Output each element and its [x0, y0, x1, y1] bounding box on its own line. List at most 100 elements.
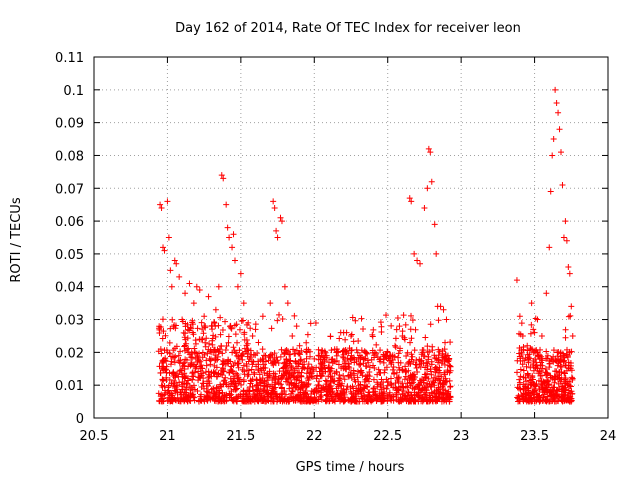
- data-point: [187, 391, 194, 398]
- data-point: [211, 356, 218, 363]
- data-point: [550, 136, 557, 143]
- data-point: [443, 316, 450, 323]
- data-point: [188, 325, 195, 332]
- data-point: [205, 374, 212, 381]
- data-point: [444, 395, 451, 402]
- data-point: [558, 149, 565, 156]
- data-point: [223, 343, 230, 350]
- data-point: [436, 348, 443, 355]
- data-point: [446, 362, 453, 369]
- data-point: [420, 347, 427, 354]
- data-point: [298, 373, 305, 380]
- data-point: [542, 369, 549, 376]
- data-point: [168, 358, 175, 365]
- data-point: [292, 350, 299, 357]
- data-point: [293, 323, 300, 330]
- data-point: [383, 312, 390, 319]
- data-point: [169, 316, 176, 323]
- data-point: [308, 391, 315, 398]
- x-tick-label: 24: [600, 429, 617, 444]
- data-point: [197, 374, 204, 381]
- data-point: [267, 398, 274, 405]
- data-point: [517, 366, 524, 373]
- data-point: [370, 385, 377, 392]
- data-point: [166, 396, 173, 403]
- data-point: [446, 356, 453, 363]
- data-point: [249, 332, 256, 339]
- data-point: [299, 365, 306, 372]
- data-point: [318, 373, 325, 380]
- data-point: [392, 344, 399, 351]
- data-point: [404, 392, 411, 399]
- data-point: [181, 342, 188, 349]
- data-point: [317, 393, 324, 400]
- data-point: [232, 349, 239, 356]
- data-point: [278, 346, 285, 353]
- data-point: [259, 313, 266, 320]
- data-point: [288, 364, 295, 371]
- data-point: [339, 348, 346, 355]
- data-point: [278, 372, 285, 379]
- y-tick-label: 0.09: [55, 117, 84, 132]
- data-point: [328, 347, 335, 354]
- data-point: [189, 376, 196, 383]
- data-point: [402, 363, 409, 370]
- data-point: [399, 328, 406, 335]
- data-point: [304, 366, 311, 373]
- data-point: [164, 388, 171, 395]
- data-point: [528, 300, 535, 307]
- data-point: [558, 394, 565, 401]
- y-axis-label: ROTI / TECUs: [9, 197, 24, 282]
- data-point: [242, 398, 249, 405]
- data-point: [313, 375, 320, 382]
- data-point: [417, 379, 424, 386]
- data-point: [544, 388, 551, 395]
- data-point: [214, 353, 221, 360]
- data-point: [185, 377, 192, 384]
- data-point: [181, 334, 188, 341]
- data-points: [155, 86, 576, 405]
- data-point: [314, 372, 321, 379]
- data-point: [283, 346, 290, 353]
- data-point: [383, 376, 390, 383]
- data-point: [397, 359, 404, 366]
- data-point: [427, 149, 434, 156]
- data-point: [243, 395, 250, 402]
- data-point: [190, 331, 197, 338]
- data-point: [319, 359, 326, 366]
- data-point: [206, 340, 213, 347]
- data-point: [209, 322, 216, 329]
- data-point: [543, 290, 550, 297]
- data-point: [318, 350, 325, 357]
- data-point: [514, 394, 521, 401]
- data-point: [200, 330, 207, 337]
- data-point: [526, 392, 533, 399]
- data-point: [219, 350, 226, 357]
- data-point: [555, 109, 562, 116]
- data-point: [206, 389, 213, 396]
- data-point: [247, 325, 254, 332]
- data-point: [245, 371, 252, 378]
- data-point: [352, 397, 359, 404]
- data-point: [374, 383, 381, 390]
- data-point: [303, 346, 310, 353]
- data-point: [204, 350, 211, 357]
- data-point: [228, 391, 235, 398]
- data-point: [562, 326, 569, 333]
- data-point: [281, 351, 288, 358]
- data-point: [442, 339, 449, 346]
- x-tick-label: 21: [159, 429, 176, 444]
- x-tick-label: 21.5: [226, 429, 255, 444]
- data-point: [552, 86, 559, 93]
- data-point: [234, 339, 241, 346]
- data-point: [391, 353, 398, 360]
- data-point: [193, 283, 200, 290]
- data-point: [272, 373, 279, 380]
- data-point: [225, 339, 232, 346]
- data-point: [203, 362, 210, 369]
- data-point: [160, 366, 167, 373]
- data-point: [286, 381, 293, 388]
- data-point: [223, 201, 230, 208]
- data-point: [232, 331, 239, 338]
- data-point: [226, 234, 233, 241]
